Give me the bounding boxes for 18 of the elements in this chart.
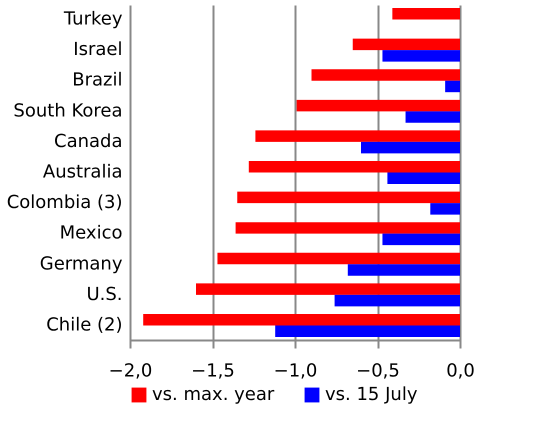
y-tick-label: U.S. bbox=[86, 284, 122, 305]
y-tick-label: South Korea bbox=[13, 100, 122, 122]
y-tick-label: Chile (2) bbox=[46, 314, 122, 336]
y-tick-label: Israel bbox=[73, 39, 122, 60]
x-tick-label: −1,0 bbox=[274, 360, 318, 382]
y-tick-label: Turkey bbox=[62, 8, 123, 30]
y-tick-label: Colombia (3) bbox=[6, 192, 122, 214]
x-tick-label: 0,0 bbox=[446, 360, 475, 382]
y-tick-label: Brazil bbox=[72, 70, 122, 91]
y-tick-label: Germany bbox=[40, 253, 123, 274]
y-tick-label: Mexico bbox=[60, 222, 122, 244]
x-tick-label: −0,5 bbox=[356, 360, 400, 382]
legend-label: vs. max. year bbox=[152, 384, 275, 405]
x-tick-label: −2,0 bbox=[108, 360, 152, 382]
y-tick-label: Australia bbox=[42, 162, 122, 182]
y-tick-label: Canada bbox=[54, 130, 122, 152]
x-tick-label: −1,5 bbox=[191, 360, 235, 382]
legend-label: vs. 15 July bbox=[325, 384, 418, 405]
